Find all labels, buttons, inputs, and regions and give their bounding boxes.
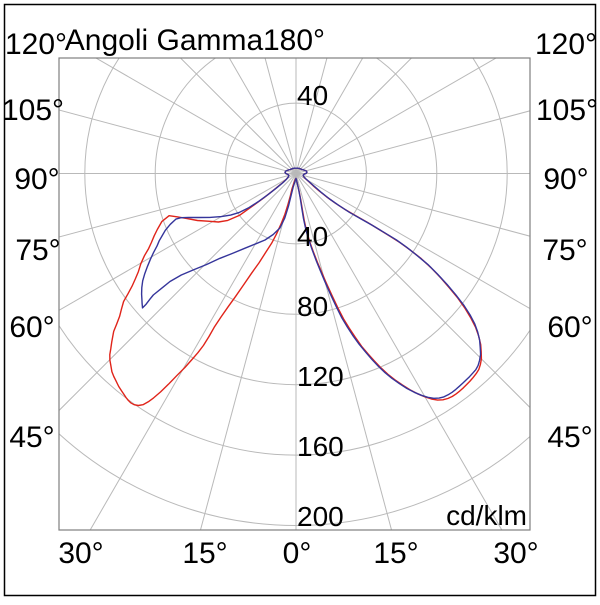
radial-tick-label-120: 120 <box>297 361 344 392</box>
axis-label-left-45: 45° <box>9 421 54 454</box>
axis-label-right-60: 60° <box>547 311 592 344</box>
grid-ray <box>264 58 297 174</box>
plot-area <box>59 58 530 530</box>
grid-ray <box>295 58 364 174</box>
axis-label-left-90: 90° <box>14 163 59 196</box>
radial-tick-label-40: 40 <box>297 221 328 252</box>
unit-label: cd/klm <box>446 500 527 531</box>
axis-label-bottom-15l: 15° <box>182 537 227 570</box>
curve-blue <box>140 167 482 399</box>
grid-ray <box>228 58 297 174</box>
grid-ray <box>295 173 530 409</box>
axis-label-bottom-30l: 30° <box>58 537 103 570</box>
axis-label-left-105: 105° <box>2 94 64 127</box>
grid-circle <box>154 58 438 315</box>
grid-ray <box>179 58 297 174</box>
axis-label-left-120: 120° <box>5 28 67 61</box>
axis-label-bottom-0: 0° <box>283 537 312 570</box>
grid-circle <box>84 58 508 386</box>
grid-ray <box>59 173 297 311</box>
photometric-curves <box>109 167 483 407</box>
grid-ray <box>295 58 498 174</box>
grid-ray <box>295 58 328 174</box>
grid-circle <box>225 102 367 245</box>
axis-label-left-75: 75° <box>15 234 60 267</box>
grid-ray <box>295 58 413 174</box>
grid-ray <box>89 173 297 530</box>
outer-frame <box>3 3 597 597</box>
axis-label-right-105: 105° <box>536 94 598 127</box>
axis-label-right-90: 90° <box>543 163 588 196</box>
grid-ray <box>94 58 297 174</box>
axis-label-right-120: 120° <box>535 28 597 61</box>
radial-tick-label-80: 80 <box>297 291 328 322</box>
page-title: Angoli Gamma <box>65 24 264 57</box>
radial-tick-label-160: 160 <box>297 431 344 462</box>
grid-ray <box>295 173 503 530</box>
grid-circle <box>59 432 530 526</box>
radial-tick-label-200: 200 <box>297 501 344 532</box>
grid-ray <box>199 173 297 530</box>
grid-ray <box>295 173 530 237</box>
axis-label-right-75: 75° <box>542 234 587 267</box>
radial-tick-label-40-top: 40 <box>297 80 328 111</box>
grid-ray <box>295 173 530 310</box>
axis-label-right-45: 45° <box>547 421 592 454</box>
axis-label-bottom-30r: 30° <box>493 537 538 570</box>
plot-border <box>58 57 531 531</box>
grid-ray <box>59 109 297 174</box>
grid-ray <box>59 173 297 412</box>
axis-label-left-60: 60° <box>9 311 54 344</box>
grid-ray <box>295 173 393 530</box>
grid-ray <box>295 110 530 174</box>
axis-label-top-180: 180° <box>263 24 325 57</box>
grid-ray <box>59 173 297 238</box>
grid-circle <box>59 324 530 456</box>
axis-label-bottom-15r: 15° <box>373 537 418 570</box>
